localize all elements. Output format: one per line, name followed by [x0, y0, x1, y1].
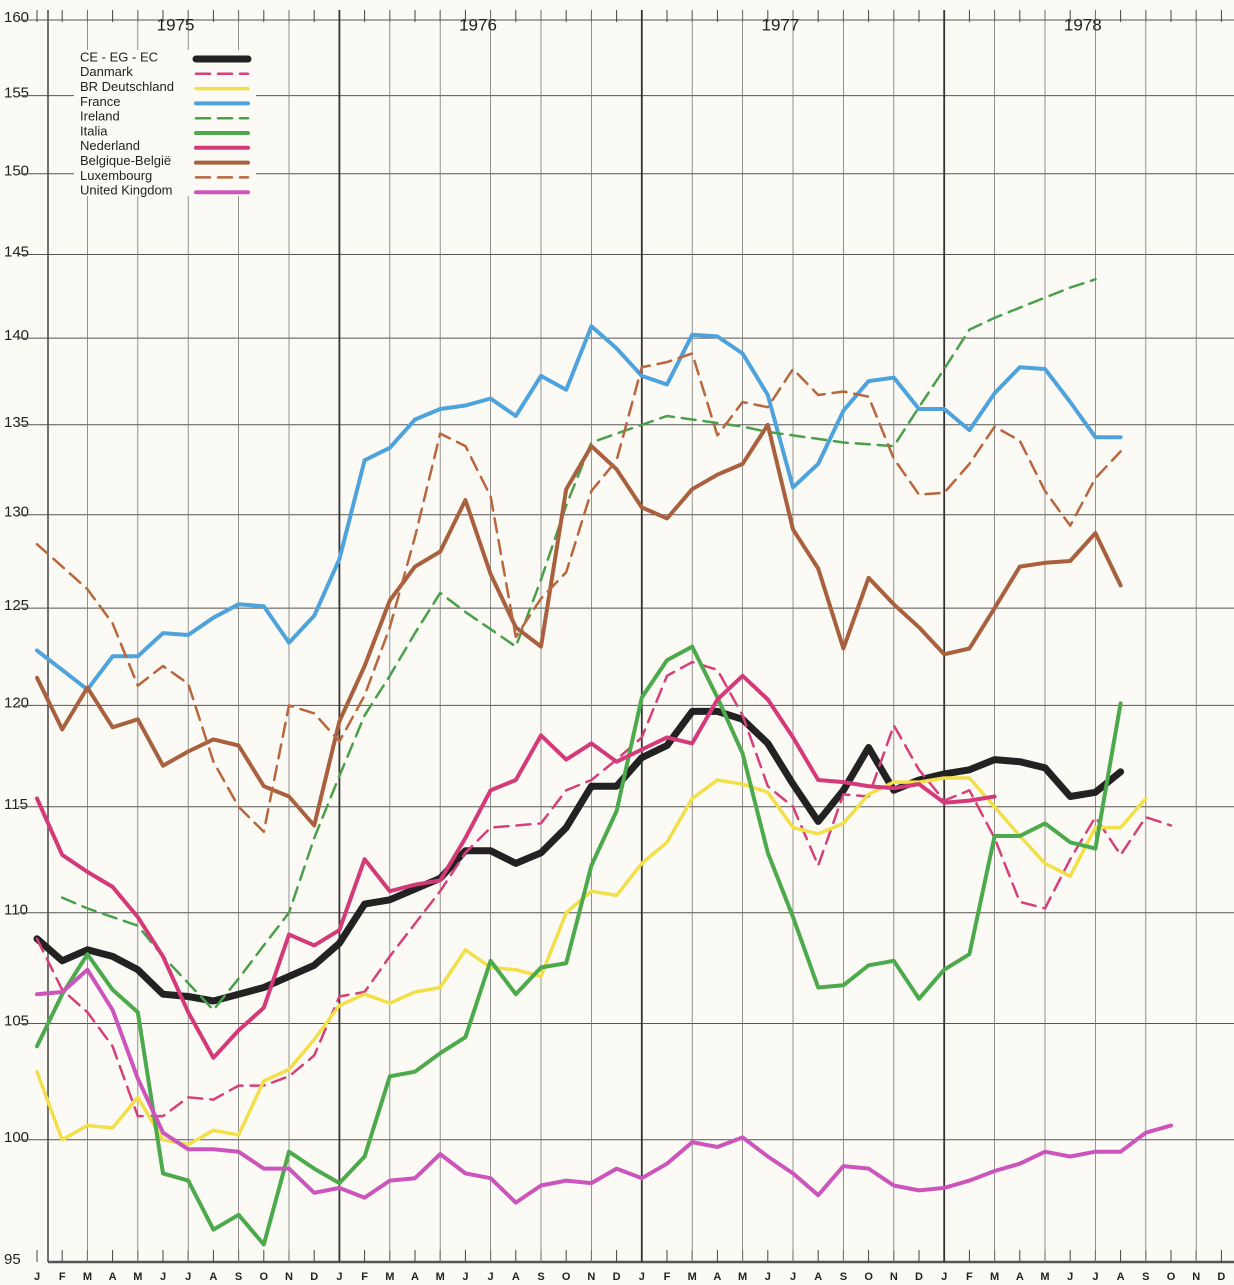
legend-label: Nederland [80, 138, 140, 153]
x-tick-label: S [840, 1271, 847, 1283]
x-tick-label: N [587, 1271, 595, 1283]
series-line [35, 422, 1123, 828]
series-line [35, 776, 1148, 1147]
x-tick-label: O [1167, 1271, 1176, 1283]
x-tick-label: O [562, 1271, 571, 1283]
x-tick-label: M [436, 1271, 445, 1283]
series-line [35, 324, 1123, 692]
series-line [35, 644, 1123, 1247]
legend-label: Ireland [80, 109, 120, 124]
x-tick-label: O [864, 1271, 873, 1283]
x-tick-label: J [1092, 1271, 1098, 1283]
x-tick-label: A [109, 1271, 117, 1283]
year-label: 1977 [761, 15, 799, 34]
x-tick-label: A [713, 1271, 721, 1283]
x-tick-label: N [1192, 1271, 1200, 1283]
x-tick-label: A [411, 1271, 419, 1283]
y-tick-label: 120 [4, 694, 29, 711]
x-tick-label: A [814, 1271, 822, 1283]
y-tick-label: 100 [4, 1129, 29, 1146]
y-tick-label: 140 [4, 327, 29, 344]
x-tick-label: D [1217, 1271, 1225, 1283]
x-tick-label: A [512, 1271, 520, 1283]
x-tick-label: S [235, 1271, 242, 1283]
x-tick-label: J [462, 1271, 468, 1283]
legend-label: BR Deutschland [80, 79, 174, 94]
series-line [35, 673, 997, 1060]
y-tick-label: 145 [4, 244, 29, 261]
x-tick-label: F [59, 1271, 66, 1283]
y-tick-label: 125 [4, 597, 29, 614]
y-tick-label: 155 [4, 85, 29, 102]
year-label: 1978 [1064, 15, 1102, 34]
legend-label: Danmark [80, 64, 133, 79]
x-tick-label: A [1117, 1271, 1125, 1283]
y-tick-label: 135 [4, 414, 29, 431]
x-tick-label: M [738, 1271, 747, 1283]
x-tick-label: M [688, 1271, 697, 1283]
x-tick-label: F [966, 1271, 973, 1283]
y-tick-label: 115 [4, 796, 28, 813]
x-tick-label: A [209, 1271, 217, 1283]
x-tick-label: O [260, 1271, 269, 1283]
grid: 95 100 105 110 115 120 125 130 135 140 145 150 155 16… [4, 9, 1234, 1283]
x-tick-label: J [941, 1271, 947, 1283]
x-tick-label: N [890, 1271, 898, 1283]
x-tick-label: D [310, 1271, 318, 1283]
year-label: 1975 [157, 15, 195, 34]
lines [33, 278, 1173, 1247]
legend-label: Italia [80, 123, 108, 138]
y-tick-label: 110 [4, 902, 28, 919]
x-tick-label: M [1040, 1271, 1049, 1283]
x-tick-label: J [160, 1271, 166, 1283]
y-tick-label: 130 [4, 504, 29, 521]
x-tick-label: M [990, 1271, 999, 1283]
y-tick-label: 95 [4, 1251, 21, 1268]
x-tick-label: N [285, 1271, 293, 1283]
x-tick-label: J [1067, 1271, 1073, 1283]
x-tick-label: J [765, 1271, 771, 1283]
legend-label: United Kingdom [80, 183, 173, 198]
x-tick-label: J [790, 1271, 796, 1283]
series-line [35, 967, 1173, 1205]
x-tick-label: J [185, 1271, 191, 1283]
x-tick-label: D [613, 1271, 621, 1283]
x-tick-label: J [34, 1271, 40, 1283]
x-tick-label: J [639, 1271, 645, 1283]
x-tick-label: D [915, 1271, 923, 1283]
x-tick-label: M [133, 1271, 142, 1283]
series-line [35, 660, 1173, 1118]
x-tick-label: J [336, 1271, 342, 1283]
x-tick-label: A [1016, 1271, 1024, 1283]
x-tick-label: F [361, 1271, 368, 1283]
x-tick-label: S [1142, 1271, 1149, 1283]
legend-label: Belgique-België [80, 153, 171, 168]
legend-label: France [80, 94, 120, 109]
series-line [60, 278, 1097, 1012]
y-tick-label: 105 [4, 1013, 29, 1030]
x-tick-label: S [537, 1271, 544, 1283]
legend-label: CE - EG - EC [80, 49, 158, 64]
y-tick-label: 160 [4, 9, 29, 26]
x-tick-label: J [488, 1271, 494, 1283]
legend-label: Luxembourg [80, 168, 152, 183]
year-label: 1976 [459, 15, 497, 34]
y-tick-label: 150 [4, 163, 29, 180]
series-line [35, 352, 1122, 834]
x-tick-label: F [664, 1271, 671, 1283]
series-line [33, 707, 1125, 1005]
x-tick-label: M [385, 1271, 394, 1283]
x-tick-label: M [83, 1271, 92, 1283]
